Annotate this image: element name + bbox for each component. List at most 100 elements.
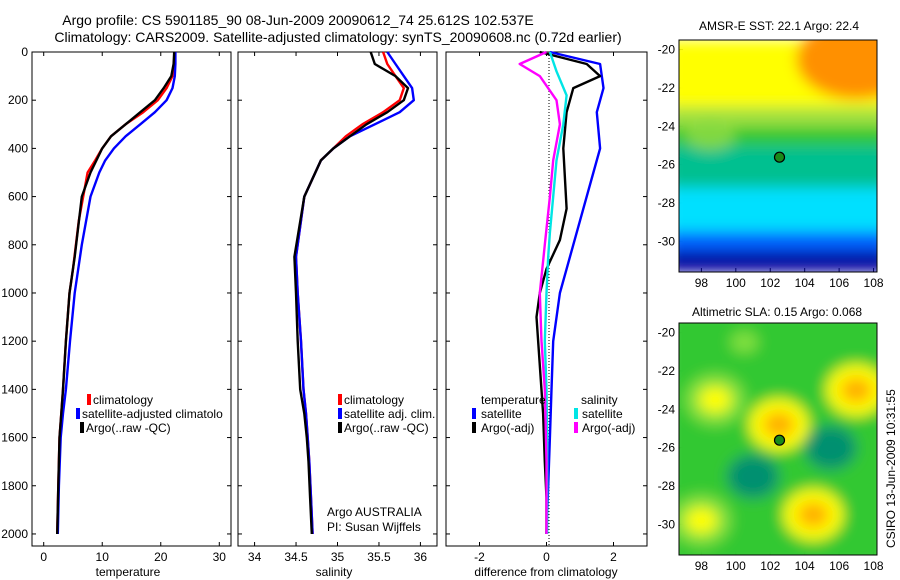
map-x-tick-label: 108 [864, 276, 884, 290]
argo-position-marker [773, 151, 786, 163]
map-x-tick-label: 98 [695, 559, 709, 573]
y-tick-label: 2000 [1, 527, 28, 541]
y-tick-label: 1600 [1, 431, 28, 445]
map-x-tick-label: 98 [695, 276, 709, 290]
legend-label-temp-argo: Argo(-adj) [481, 421, 534, 435]
legend-swatch-climatology [87, 394, 91, 405]
map-x-tick-label: 108 [864, 559, 884, 573]
series-line-temperature-argo-adj- [535, 50, 602, 534]
sla-map-frame [678, 322, 878, 556]
temperature-panel-frame [31, 51, 232, 547]
series-line-temperature-satellite [545, 50, 605, 535]
pi-annotation: PI: Susan Wijffels [327, 520, 421, 534]
legend-swatch-satellite [76, 408, 80, 419]
y-tick-label: 0 [21, 45, 28, 59]
salinity-legend: climatology satellite adj. clim. Argo(..… [327, 393, 435, 534]
sla-blob-core [797, 501, 830, 528]
map-x-tick-label: 102 [760, 276, 780, 290]
difference-xlabel: difference from climatology [474, 565, 617, 579]
legend-title-temperature: temperature [481, 393, 546, 407]
x-tick-label: 35.5 [367, 550, 391, 564]
x-tick-label: 36 [414, 550, 428, 564]
map-y-tick-label: -22 [658, 81, 676, 95]
map-x-tick-label: 104 [795, 559, 815, 573]
map-y-tick-label: -28 [658, 196, 676, 210]
map-x-tick-label: 102 [760, 559, 780, 573]
legend-swatch-sal-argo [574, 422, 578, 433]
y-tick-label: 200 [8, 93, 28, 107]
argo-position-marker [773, 434, 786, 446]
difference-legend: temperature salinity satellite Argo(-adj… [472, 393, 635, 435]
legend-swatch-argo [338, 422, 342, 433]
legend-swatch-argo [80, 422, 84, 433]
y-tick-label: 800 [8, 238, 28, 252]
series-line-argo-raw-qc- [293, 51, 410, 535]
legend-label-climatology: climatology [344, 393, 404, 407]
x-tick-label: 0 [40, 550, 47, 564]
sla-blob-core [730, 331, 759, 354]
sst-zone [679, 231, 877, 251]
sst-map-title: AMSR-E SST: 22.1 Argo: 22.4 [699, 19, 859, 33]
sla-blob-core [685, 507, 718, 534]
map-y-tick-label: -30 [658, 517, 676, 531]
map-y-tick-label: -24 [658, 402, 676, 416]
argo-program-annotation: Argo AUSTRALIA [327, 505, 422, 519]
y-tick-label: 1200 [1, 334, 28, 348]
map-y-tick-label: -26 [658, 158, 676, 172]
figure-title-line2: Climatology: CARS2009. Satellite-adjuste… [54, 29, 621, 45]
legend-label-climatology: climatology [93, 393, 153, 407]
legend-label-temp-satellite: satellite [481, 407, 522, 421]
sst-warm-patch [796, 40, 877, 100]
sla-blob-core [762, 411, 795, 438]
sla-blob-core [739, 465, 768, 488]
sst-zone [679, 250, 877, 272]
series-line-argo-raw-qc- [56, 51, 176, 535]
legend-swatch-temp-argo [472, 422, 476, 433]
legend-label-argo: Argo(..raw -QC) [344, 421, 429, 435]
legend-swatch-sal-satellite [574, 408, 578, 419]
map-y-tick-label: -30 [658, 234, 676, 248]
x-tick-label: 34 [248, 550, 262, 564]
sla-map-title: Altimetric SLA: 0.15 Argo: 0.068 [692, 305, 862, 319]
salinity-xlabel: salinity [316, 565, 353, 579]
sst-heatmap [679, 40, 877, 272]
series-line-salinity-satellite [543, 51, 568, 534]
salinity-panel-frame [237, 51, 438, 547]
x-tick-label: -2 [474, 550, 485, 564]
map-y-tick-label: -24 [658, 119, 676, 133]
map-y-tick-label: -20 [658, 43, 676, 57]
sst-patch [684, 121, 735, 150]
x-tick-label: 35 [331, 550, 345, 564]
legend-swatch-temp-satellite [472, 408, 476, 419]
map-x-tick-label: 106 [829, 559, 849, 573]
map-x-tick-label: 100 [726, 276, 746, 290]
x-tick-label: 34.5 [284, 550, 308, 564]
map-y-tick-label: -20 [658, 326, 676, 340]
x-tick-label: 10 [96, 550, 110, 564]
x-tick-label: 0 [543, 550, 550, 564]
sla-blob-core [699, 386, 732, 413]
sla-blob-core [840, 377, 873, 404]
y-tick-label: 1400 [1, 382, 28, 396]
sst-zone [679, 107, 877, 127]
x-tick-label: 30 [213, 550, 227, 564]
map-x-tick-label: 100 [726, 559, 746, 573]
y-tick-label: 600 [8, 190, 28, 204]
legend-swatch-satellite [338, 408, 342, 419]
sst-zone [679, 145, 877, 188]
legend-title-salinity: salinity [581, 393, 618, 407]
temperature-legend: climatology satellite-adjusted climatolo… [76, 393, 223, 435]
temperature-xlabel: temperature [96, 565, 161, 579]
map-y-tick-label: -26 [658, 441, 676, 455]
series-line-salinity-argo-adj- [518, 50, 562, 534]
credit-timestamp: CSIRO 13-Jun-2009 10:31:55 [884, 389, 898, 548]
map-y-tick-label: -22 [658, 364, 676, 378]
legend-label-argo: Argo(..raw -QC) [86, 421, 171, 435]
series-line-climatology [294, 51, 405, 535]
legend-label-satellite: satellite adj. clim. [344, 407, 435, 421]
legend-label-sal-argo: Argo(-adj) [582, 421, 635, 435]
sla-argo-marker [773, 434, 786, 446]
map-x-tick-label: 104 [795, 276, 815, 290]
sla-blob-core [816, 436, 845, 459]
